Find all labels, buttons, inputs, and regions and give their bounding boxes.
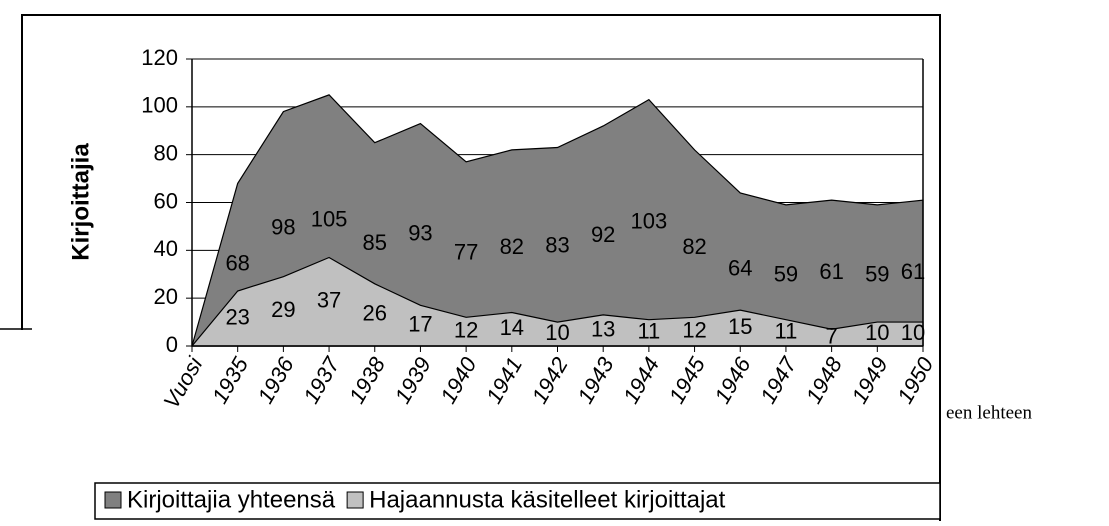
data-label: 64 (728, 255, 752, 280)
doc-text: een lehteen (946, 402, 1032, 423)
x-tick-label: 1948 (801, 352, 848, 408)
y-tick-label: 120 (141, 45, 178, 70)
x-tick-label: 1945 (664, 352, 711, 408)
data-label: 61 (819, 259, 843, 284)
data-label: 29 (271, 297, 295, 322)
data-label: 93 (408, 221, 432, 246)
x-tick-label: 1944 (618, 353, 664, 408)
x-tick-label: 1941 (481, 353, 527, 408)
area (190, 256, 924, 347)
x-tick-label: 1936 (253, 352, 300, 408)
data-label: 11 (775, 319, 798, 344)
data-label: 83 (545, 233, 569, 258)
legend-label: Hajaannusta käsitelleet kirjoittajat (369, 486, 726, 513)
x-tick-label: 1947 (755, 352, 802, 408)
data-label: 7 (826, 323, 838, 348)
data-label: 103 (631, 209, 668, 234)
x-tick-label: 1946 (709, 352, 756, 408)
y-tick-label: 80 (154, 140, 178, 165)
x-tick-label: 1938 (344, 352, 391, 408)
x-tick-label: 1940 (435, 352, 482, 408)
legend-swatch (346, 491, 364, 509)
data-label: 10 (865, 320, 889, 345)
data-label: 37 (317, 288, 341, 313)
data-label: 82 (682, 234, 706, 259)
data-label: 77 (454, 240, 478, 265)
chart-frame (21, 14, 941, 521)
data-label: 15 (728, 314, 752, 339)
y-axis-label: Kirjoittajia (67, 143, 94, 261)
data-label: 11 (637, 319, 660, 344)
x-tick-label: Vuosi (158, 352, 208, 413)
data-label: 68 (225, 250, 249, 275)
data-label: 23 (225, 304, 249, 329)
data-label: 92 (591, 222, 615, 247)
y-tick-label: 60 (154, 188, 178, 213)
legend-label: Kirjoittajia yhteensä (127, 486, 336, 513)
data-label: 98 (271, 215, 295, 240)
data-label: 61 (901, 259, 925, 284)
x-tick-label: 1939 (390, 353, 436, 408)
data-label: 10 (901, 320, 925, 345)
x-tick-label: 1942 (527, 353, 573, 408)
x-tick-label: 1937 (298, 352, 345, 408)
data-label: 14 (500, 315, 524, 340)
data-label: 85 (363, 230, 387, 255)
legend-box (94, 482, 941, 520)
x-tick-label: 1950 (892, 352, 939, 408)
data-label: 59 (774, 261, 798, 286)
data-label: 10 (545, 320, 569, 345)
mask (0, 340, 22, 420)
data-label: 105 (311, 206, 348, 231)
legend-swatch (104, 491, 122, 509)
x-tick-label: 1943 (572, 352, 619, 408)
data-label: 12 (454, 317, 478, 342)
data-label: 26 (363, 301, 387, 326)
y-tick-label: 0 (166, 332, 178, 357)
data-label: 13 (591, 316, 615, 341)
data-label: 12 (682, 317, 706, 342)
y-tick-label: 100 (141, 93, 178, 118)
x-tick-label: 1949 (847, 353, 893, 408)
y-tick-label: 40 (154, 236, 178, 261)
x-tick-label: 1935 (207, 352, 254, 408)
y-tick-label: 20 (154, 284, 178, 309)
data-label: 17 (408, 311, 432, 336)
data-label: 82 (500, 234, 524, 259)
data-label: 59 (865, 261, 889, 286)
